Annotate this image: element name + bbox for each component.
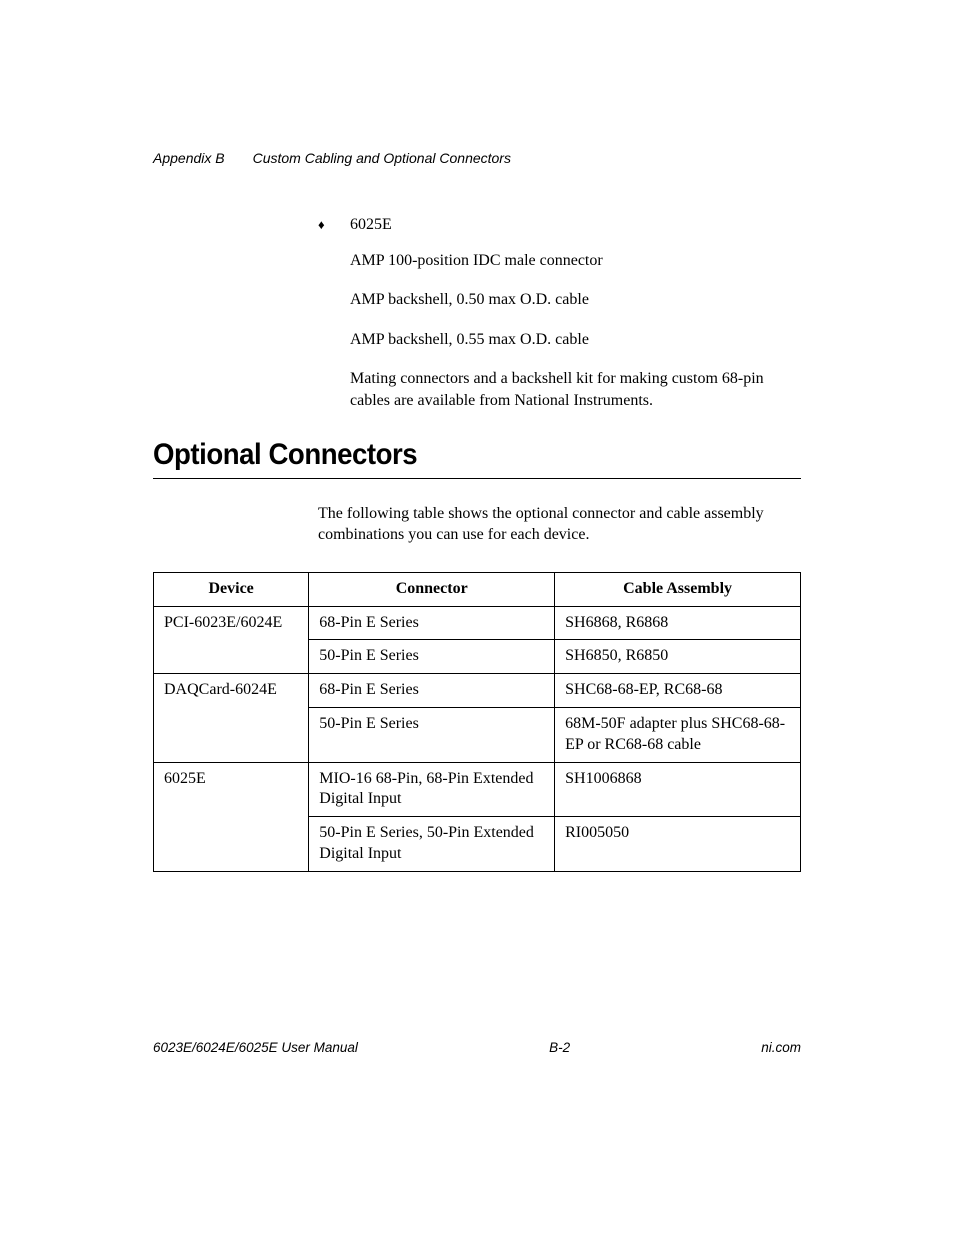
cell-connector: 68-Pin E Series — [309, 606, 555, 640]
footer-right: ni.com — [761, 1040, 801, 1055]
cell-connector: MIO-16 68-Pin, 68-Pin Extended Digital I… — [309, 762, 555, 817]
cell-connector: 50-Pin E Series — [309, 640, 555, 674]
table-row: 50-Pin E Series, 50-Pin Extended Digital… — [154, 817, 801, 872]
cell-cable: 68M-50F adapter plus SHC68-68-EP or RC68… — [555, 707, 801, 762]
section-heading: Optional Connectors — [153, 438, 749, 472]
footer-center: B-2 — [549, 1040, 570, 1055]
cell-cable: RI005050 — [555, 817, 801, 872]
col-header-cable: Cable Assembly — [555, 572, 801, 606]
col-header-device: Device — [154, 572, 309, 606]
table-row: 6025E MIO-16 68-Pin, 68-Pin Extended Dig… — [154, 762, 801, 817]
cell-connector: 68-Pin E Series — [309, 674, 555, 708]
table-header-row: Device Connector Cable Assembly — [154, 572, 801, 606]
table-row: 50-Pin E Series SH6850, R6850 — [154, 640, 801, 674]
bullet-content: ♦ 6025E AMP 100-position IDC male connec… — [318, 214, 801, 412]
section-rule — [153, 478, 801, 479]
cell-connector: 50-Pin E Series — [309, 707, 555, 762]
footer-left: 6023E/6024E/6025E User Manual — [153, 1040, 358, 1055]
cell-cable: SH6850, R6850 — [555, 640, 801, 674]
cell-cable: SH1006868 — [555, 762, 801, 817]
header-appendix: Appendix B — [153, 150, 225, 166]
bullet-line-1: AMP backshell, 0.50 max O.D. cable — [350, 289, 801, 311]
page-footer: 6023E/6024E/6025E User Manual B-2 ni.com — [153, 1040, 801, 1055]
cell-device — [154, 817, 309, 872]
cell-device — [154, 707, 309, 762]
cell-device: PCI-6023E/6024E — [154, 606, 309, 640]
diamond-bullet-icon: ♦ — [318, 214, 350, 234]
cell-cable: SHC68-68-EP, RC68-68 — [555, 674, 801, 708]
cell-connector: 50-Pin E Series, 50-Pin Extended Digital… — [309, 817, 555, 872]
running-header: Appendix B Custom Cabling and Optional Co… — [153, 150, 801, 166]
table-row: DAQCard-6024E 68-Pin E Series SHC68-68-E… — [154, 674, 801, 708]
cell-device: DAQCard-6024E — [154, 674, 309, 708]
cell-device: 6025E — [154, 762, 309, 817]
bullet-line-3: Mating connectors and a backshell kit fo… — [350, 368, 801, 411]
header-title: Custom Cabling and Optional Connectors — [253, 150, 511, 166]
bullet-label: 6025E — [350, 214, 392, 236]
col-header-connector: Connector — [309, 572, 555, 606]
table-row: 50-Pin E Series 68M-50F adapter plus SHC… — [154, 707, 801, 762]
section-intro: The following table shows the optional c… — [318, 503, 801, 546]
bullet-line-2: AMP backshell, 0.55 max O.D. cable — [350, 329, 801, 351]
table-row: PCI-6023E/6024E 68-Pin E Series SH6868, … — [154, 606, 801, 640]
bullet-line-0: AMP 100-position IDC male connector — [350, 250, 801, 272]
connector-table: Device Connector Cable Assembly PCI-6023… — [153, 572, 801, 872]
cell-device — [154, 640, 309, 674]
cell-cable: SH6868, R6868 — [555, 606, 801, 640]
